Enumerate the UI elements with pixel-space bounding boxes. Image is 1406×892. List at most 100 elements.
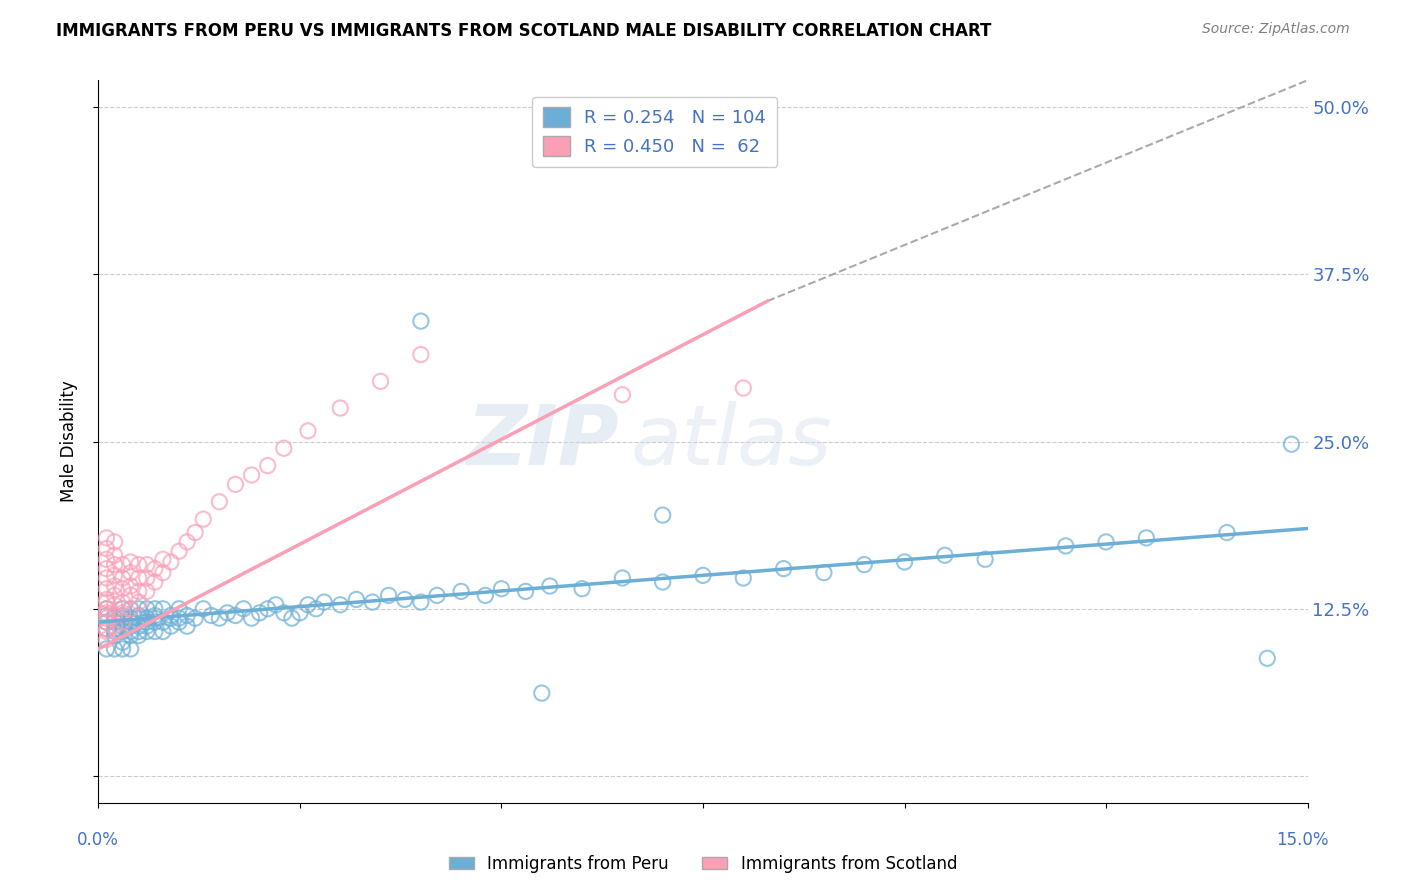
Point: [167, 611, 190, 625]
Point: [224, 477, 246, 491]
Point: [160, 611, 183, 625]
Point: [135, 615, 157, 630]
Point: [612, 571, 634, 585]
Point: [240, 467, 263, 482]
Point: [571, 582, 593, 596]
Point: [111, 635, 134, 649]
Point: [160, 619, 183, 633]
Point: [232, 602, 254, 616]
Point: [612, 387, 634, 401]
Point: [96, 632, 118, 647]
Point: [111, 558, 134, 572]
Point: [96, 582, 118, 596]
Point: [249, 606, 271, 620]
Point: [103, 589, 125, 603]
Text: 0.0%: 0.0%: [77, 831, 120, 849]
Point: [1216, 525, 1239, 540]
Point: [450, 584, 472, 599]
Point: [128, 624, 150, 639]
Point: [167, 602, 190, 616]
Point: [111, 595, 134, 609]
Point: [96, 622, 118, 636]
Point: [96, 615, 118, 630]
Point: [96, 595, 118, 609]
Point: [128, 571, 150, 585]
Point: [96, 592, 118, 607]
Point: [651, 508, 673, 523]
Point: [305, 602, 328, 616]
Point: [135, 611, 157, 625]
Point: [120, 555, 142, 569]
Point: [135, 602, 157, 616]
Point: [103, 622, 125, 636]
Point: [96, 602, 118, 616]
Point: [167, 544, 190, 558]
Point: [143, 562, 166, 576]
Point: [135, 584, 157, 599]
Point: [370, 375, 392, 389]
Point: [111, 606, 134, 620]
Point: [120, 642, 142, 657]
Point: [111, 571, 134, 585]
Point: [329, 598, 352, 612]
Point: [103, 598, 125, 612]
Point: [297, 424, 319, 438]
Point: [111, 615, 134, 630]
Point: [96, 562, 118, 576]
Point: [409, 347, 432, 362]
Point: [96, 642, 118, 657]
Point: [128, 584, 150, 599]
Point: [934, 548, 956, 563]
Point: [96, 615, 118, 630]
Point: [103, 611, 125, 625]
Point: [184, 611, 207, 625]
Point: [96, 622, 118, 636]
Point: [120, 566, 142, 580]
Point: [120, 619, 142, 633]
Point: [193, 512, 215, 526]
Point: [152, 624, 174, 639]
Point: [96, 531, 118, 545]
Point: [273, 606, 295, 620]
Point: [361, 595, 384, 609]
Point: [256, 458, 278, 473]
Point: [772, 562, 794, 576]
Point: [96, 611, 118, 625]
Point: [120, 602, 142, 616]
Point: [128, 619, 150, 633]
Point: [111, 602, 134, 616]
Legend: R = 0.254   N = 104, R = 0.450   N =  62: R = 0.254 N = 104, R = 0.450 N = 62: [531, 96, 778, 167]
Point: [530, 686, 553, 700]
Point: [160, 555, 183, 569]
Point: [733, 381, 755, 395]
Point: [111, 582, 134, 596]
Point: [426, 589, 449, 603]
Point: [281, 611, 304, 625]
Point: [103, 624, 125, 639]
Point: [120, 615, 142, 630]
Point: [103, 608, 125, 623]
Point: [733, 571, 755, 585]
Point: [329, 401, 352, 416]
Text: 15.0%: 15.0%: [1277, 831, 1329, 849]
Point: [256, 602, 278, 616]
Point: [176, 619, 198, 633]
Point: [167, 615, 190, 630]
Y-axis label: Male Disability: Male Disability: [59, 381, 77, 502]
Point: [135, 571, 157, 585]
Point: [208, 611, 231, 625]
Point: [103, 642, 125, 657]
Legend: Immigrants from Peru, Immigrants from Scotland: Immigrants from Peru, Immigrants from Sc…: [443, 848, 963, 880]
Point: [409, 595, 432, 609]
Point: [111, 619, 134, 633]
Point: [152, 615, 174, 630]
Point: [152, 602, 174, 616]
Point: [96, 552, 118, 566]
Point: [111, 615, 134, 630]
Point: [120, 602, 142, 616]
Point: [103, 535, 125, 549]
Point: [96, 571, 118, 585]
Point: [344, 592, 367, 607]
Point: [176, 608, 198, 623]
Point: [111, 608, 134, 623]
